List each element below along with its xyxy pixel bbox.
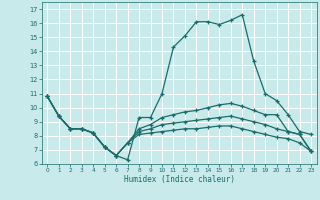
X-axis label: Humidex (Indice chaleur): Humidex (Indice chaleur): [124, 175, 235, 184]
